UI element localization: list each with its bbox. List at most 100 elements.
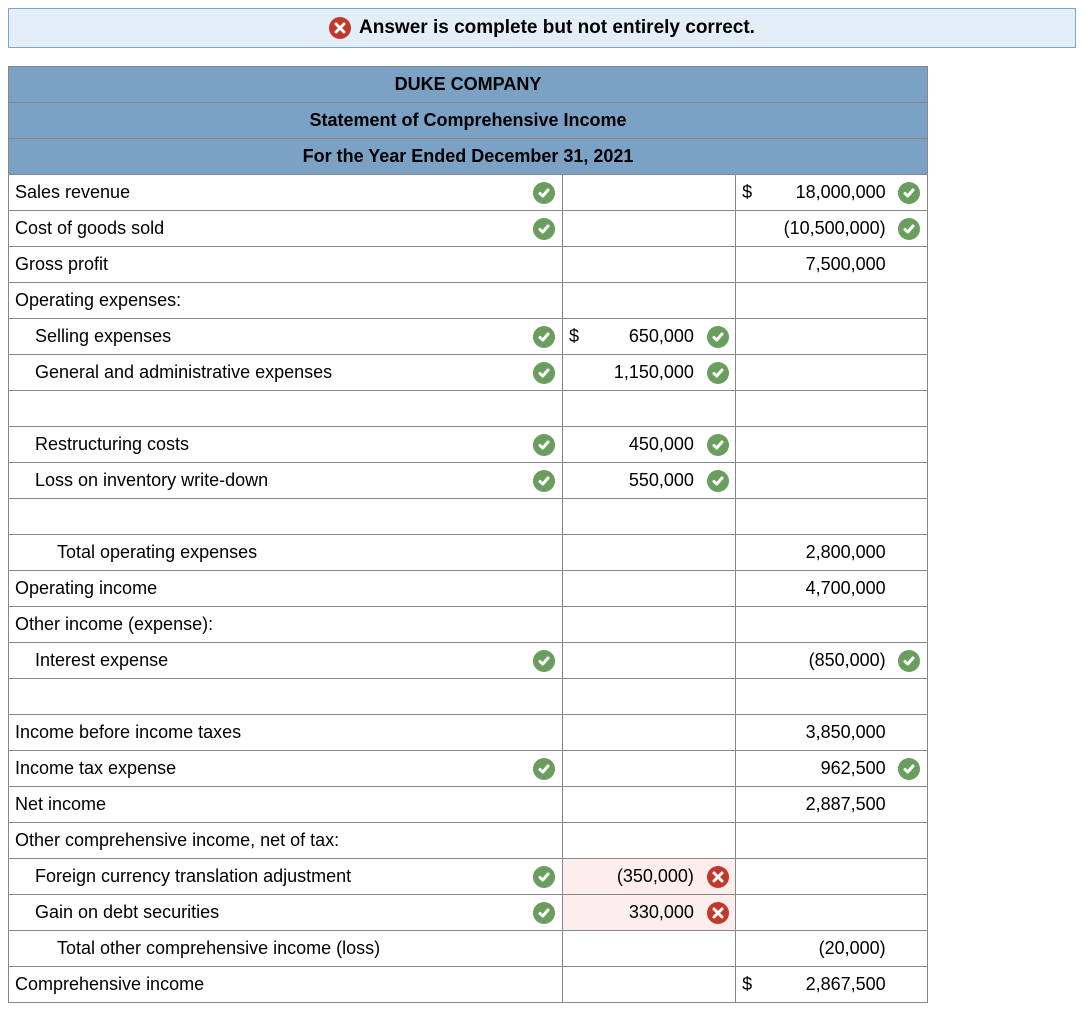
check-icon — [533, 434, 555, 456]
row-label — [9, 499, 527, 535]
col1-status — [700, 679, 736, 715]
check-icon — [898, 182, 920, 204]
col2-status — [892, 499, 928, 535]
col2-status — [892, 211, 928, 247]
col1-value — [586, 283, 700, 319]
col1-status — [700, 607, 736, 643]
row-label-status — [527, 895, 563, 931]
row-label: Net income — [9, 787, 527, 823]
row-label-status — [527, 175, 563, 211]
col1-status — [700, 715, 736, 751]
table-row: Total other comprehensive income (loss)(… — [9, 931, 928, 967]
row-label: Cost of goods sold — [9, 211, 527, 247]
col2-value: 2,867,500 — [759, 967, 892, 1003]
col2-currency-symbol — [736, 211, 759, 247]
col1-currency-symbol — [563, 751, 586, 787]
col1-value: (350,000) — [586, 859, 700, 895]
col2-value — [759, 391, 892, 427]
col1-currency-symbol — [563, 499, 586, 535]
col1-value — [586, 787, 700, 823]
row-label-status — [527, 247, 563, 283]
row-label: Operating expenses: — [9, 283, 527, 319]
table-row — [9, 391, 928, 427]
col1-status — [700, 391, 736, 427]
row-label-status — [527, 571, 563, 607]
col2-status — [892, 607, 928, 643]
col1-value: 450,000 — [586, 427, 700, 463]
row-label: Total operating expenses — [9, 535, 527, 571]
col2-value — [759, 283, 892, 319]
col2-currency-symbol — [736, 571, 759, 607]
col1-currency-symbol — [563, 679, 586, 715]
check-icon — [533, 866, 555, 888]
header-period: For the Year Ended December 31, 2021 — [9, 139, 928, 175]
col2-status — [892, 175, 928, 211]
col2-value — [759, 895, 892, 931]
feedback-banner: Answer is complete but not entirely corr… — [8, 8, 1076, 48]
row-label: Comprehensive income — [9, 967, 527, 1003]
col2-currency-symbol — [736, 715, 759, 751]
col1-status — [700, 787, 736, 823]
col2-status — [892, 319, 928, 355]
col2-value — [759, 463, 892, 499]
col1-status — [700, 319, 736, 355]
col1-value — [586, 391, 700, 427]
col2-value — [759, 823, 892, 859]
col2-status — [892, 751, 928, 787]
row-label-status — [527, 283, 563, 319]
col1-status — [700, 967, 736, 1003]
income-statement-table: DUKE COMPANY Statement of Comprehensive … — [8, 66, 928, 1003]
col2-status — [892, 895, 928, 931]
col2-currency-symbol — [736, 643, 759, 679]
col2-currency-symbol — [736, 931, 759, 967]
col2-value — [759, 859, 892, 895]
row-label: Gross profit — [9, 247, 527, 283]
col2-currency-symbol — [736, 787, 759, 823]
col1-status — [700, 355, 736, 391]
check-icon — [707, 470, 729, 492]
table-row: Other comprehensive income, net of tax: — [9, 823, 928, 859]
row-label-status — [527, 823, 563, 859]
col1-status — [700, 643, 736, 679]
table-row: Comprehensive income $2,867,500 — [9, 967, 928, 1003]
col2-currency-symbol — [736, 247, 759, 283]
col2-value: 2,887,500 — [759, 787, 892, 823]
col2-currency-symbol: $ — [736, 175, 759, 211]
col2-currency-symbol — [736, 823, 759, 859]
col1-status — [700, 283, 736, 319]
col2-status — [892, 355, 928, 391]
col1-status — [700, 427, 736, 463]
col1-status — [700, 535, 736, 571]
col1-value: 330,000 — [586, 895, 700, 931]
col1-value — [586, 751, 700, 787]
col1-status — [700, 463, 736, 499]
col1-currency-symbol — [563, 859, 586, 895]
check-icon — [533, 470, 555, 492]
row-label: Sales revenue — [9, 175, 527, 211]
col1-status — [700, 211, 736, 247]
col1-status — [700, 571, 736, 607]
table-row: Foreign currency translation adjustment (… — [9, 859, 928, 895]
table-row: Other income (expense): — [9, 607, 928, 643]
col1-currency-symbol — [563, 715, 586, 751]
col1-status — [700, 751, 736, 787]
row-label-status — [527, 751, 563, 787]
row-label: Foreign currency translation adjustment — [9, 859, 527, 895]
table-row: Net income 2,887,500 — [9, 787, 928, 823]
table-row: Operating expenses: — [9, 283, 928, 319]
col1-value — [586, 247, 700, 283]
col2-status — [892, 427, 928, 463]
col2-currency-symbol — [736, 499, 759, 535]
col2-value — [759, 319, 892, 355]
col1-currency-symbol — [563, 247, 586, 283]
col2-status — [892, 643, 928, 679]
row-label-status — [527, 355, 563, 391]
table-row — [9, 499, 928, 535]
row-label — [9, 679, 527, 715]
table-row: Income tax expense962,500 — [9, 751, 928, 787]
col2-currency-symbol: $ — [736, 967, 759, 1003]
header-company: DUKE COMPANY — [9, 67, 928, 103]
col1-value — [586, 715, 700, 751]
col2-value: (20,000) — [759, 931, 892, 967]
row-label-status — [527, 931, 563, 967]
